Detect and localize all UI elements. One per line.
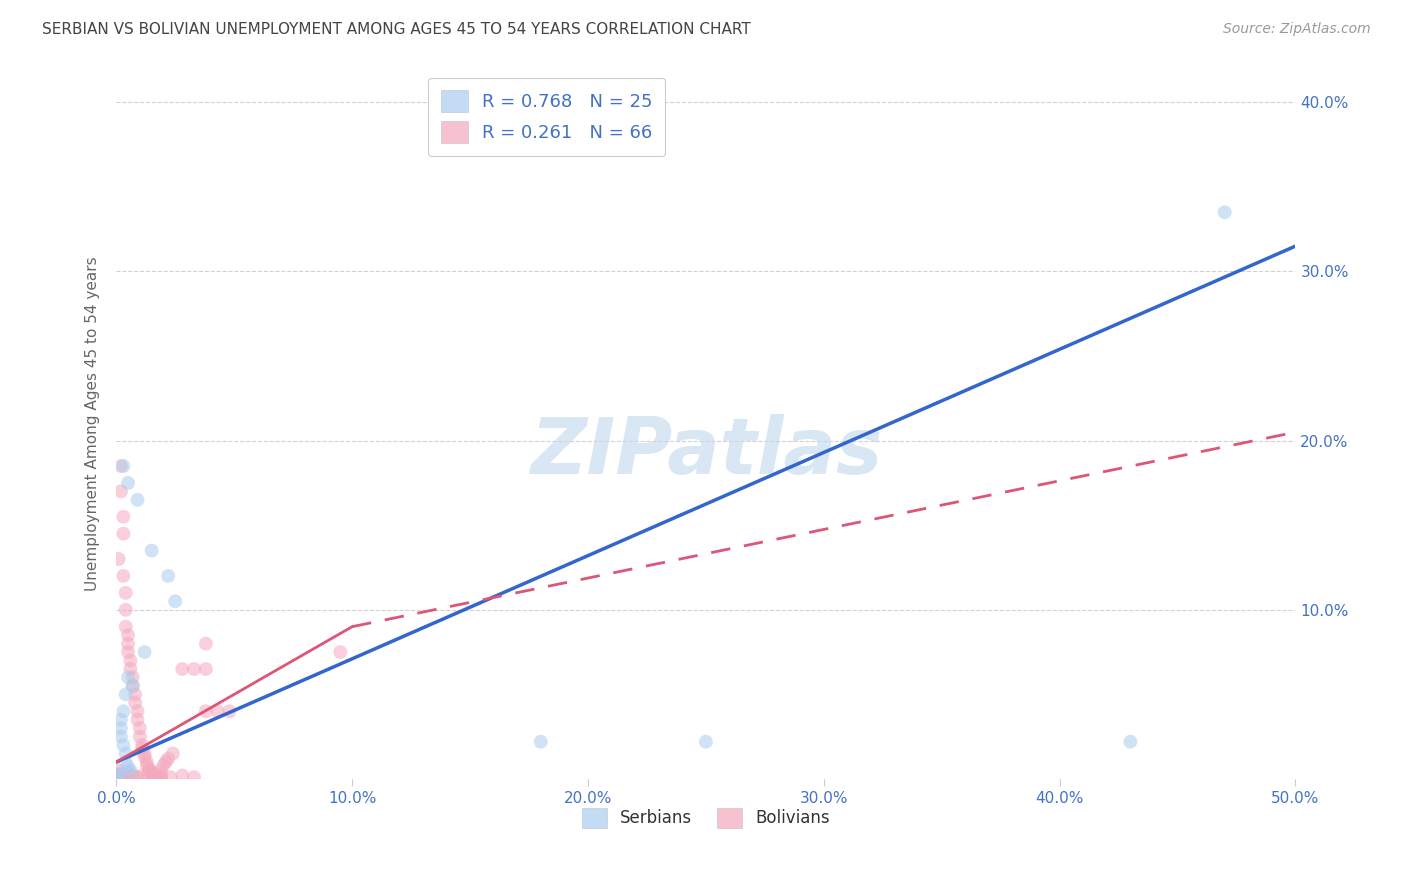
Point [530,735,553,749]
Point [117,637,139,651]
Point [114,687,136,701]
Point [183,770,205,784]
Point [207,704,229,718]
Point [165,594,187,608]
Text: Source: ZipAtlas.com: Source: ZipAtlas.com [1223,22,1371,37]
Point [117,645,139,659]
Point [143,767,166,781]
Point [110,458,132,473]
Point [117,760,139,774]
Point [112,569,135,583]
Point [110,768,132,782]
Point [110,713,132,727]
Point [141,543,163,558]
Point [136,770,159,784]
Point [114,586,136,600]
Point [157,751,180,765]
Point [155,755,177,769]
Point [141,765,163,780]
Point [1119,735,1142,749]
Point [131,768,153,782]
Point [107,764,129,778]
Point [148,770,170,784]
Point [159,770,181,784]
Point [112,509,135,524]
Point [172,768,194,782]
Point [107,552,129,566]
Point [1213,205,1236,219]
Point [131,738,153,752]
Point [150,768,173,782]
Text: SERBIAN VS BOLIVIAN UNEMPLOYMENT AMONG AGES 45 TO 54 YEARS CORRELATION CHART: SERBIAN VS BOLIVIAN UNEMPLOYMENT AMONG A… [42,22,751,37]
Point [107,767,129,781]
Point [110,484,132,499]
Point [112,526,135,541]
Point [121,679,143,693]
Point [114,755,136,769]
Point [150,770,173,784]
Point [127,770,149,784]
Point [172,662,194,676]
Point [120,764,142,778]
Legend: Serbians, Bolivians: Serbians, Bolivians [575,801,837,835]
Point [121,670,143,684]
Point [117,770,139,784]
Point [112,458,135,473]
Point [110,721,132,735]
Point [157,569,180,583]
Y-axis label: Unemployment Among Ages 45 to 54 years: Unemployment Among Ages 45 to 54 years [86,256,100,591]
Point [110,730,132,744]
Point [127,704,149,718]
Point [127,713,149,727]
Point [194,662,217,676]
Point [695,735,717,749]
Point [143,768,166,782]
Point [121,768,143,782]
Point [162,747,184,761]
Point [114,747,136,761]
Point [117,475,139,490]
Text: ZIPatlas: ZIPatlas [530,414,882,490]
Point [131,741,153,756]
Point [124,696,146,710]
Point [114,620,136,634]
Point [150,764,173,778]
Point [136,758,159,772]
Point [183,662,205,676]
Point [120,767,142,781]
Point [114,603,136,617]
Point [136,755,159,769]
Point [138,762,160,776]
Point [152,758,174,772]
Point [117,670,139,684]
Point [134,750,156,764]
Point [112,738,135,752]
Point [194,637,217,651]
Point [120,662,142,676]
Point [128,721,150,735]
Point [127,492,149,507]
Point [218,704,240,718]
Point [194,704,217,718]
Point [112,770,135,784]
Point [134,645,156,659]
Point [121,679,143,693]
Point [143,768,166,782]
Point [124,687,146,701]
Point [145,770,167,784]
Point [112,704,135,718]
Point [117,628,139,642]
Point [114,768,136,782]
Point [110,767,132,781]
Point [128,730,150,744]
Point [141,767,163,781]
Point [134,747,156,761]
Point [120,653,142,667]
Point [107,768,129,782]
Point [138,764,160,778]
Point [329,645,352,659]
